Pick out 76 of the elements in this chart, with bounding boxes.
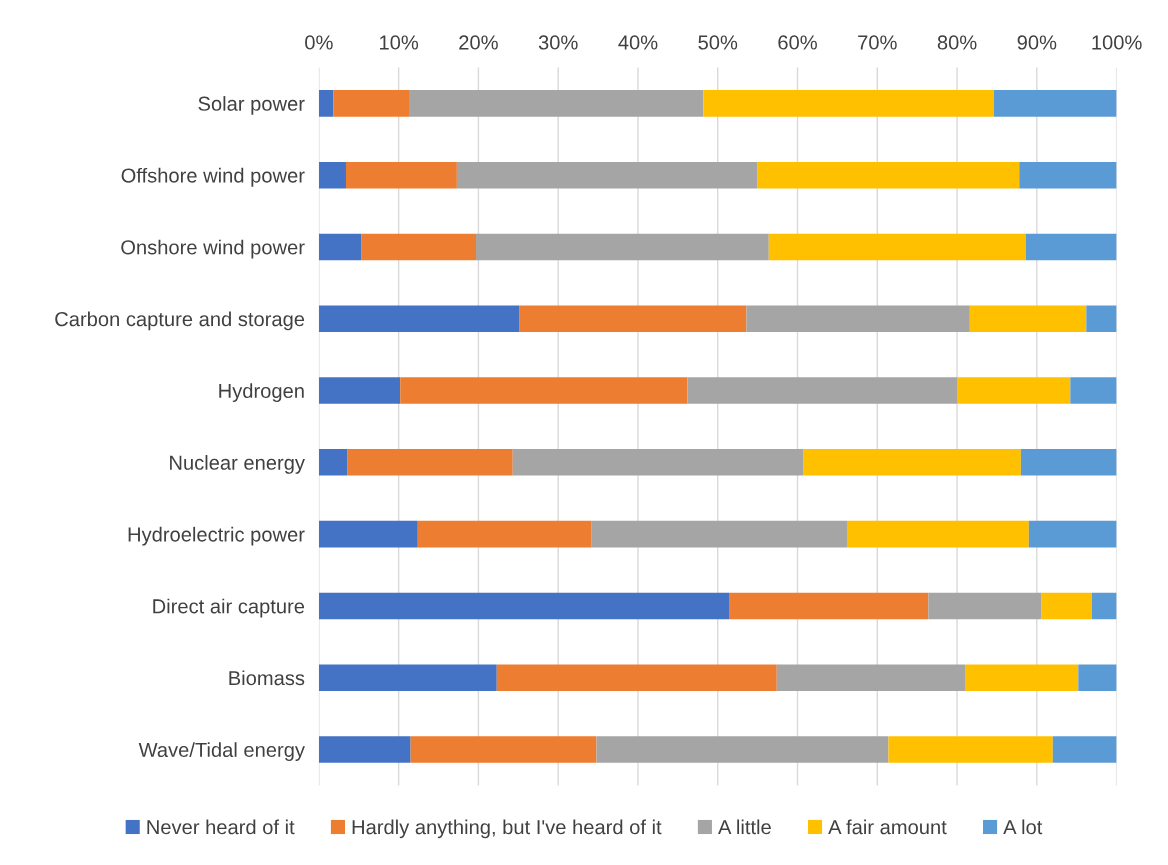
bar <box>803 449 1021 476</box>
bar <box>768 233 1026 261</box>
bar <box>318 664 497 692</box>
bar <box>729 592 929 620</box>
bar <box>928 592 1042 620</box>
bar <box>1025 233 1117 261</box>
x-tick-label: 60% <box>778 35 817 50</box>
bar <box>456 161 758 189</box>
x-tick-label: 20% <box>459 35 498 50</box>
bar <box>1020 449 1117 476</box>
y-tick-label: Hydroelectric power <box>128 526 305 546</box>
bar <box>318 377 401 404</box>
bar <box>345 161 457 189</box>
bar <box>687 377 958 404</box>
bar <box>409 90 704 117</box>
y-tick-label: Onshore wind power <box>121 239 305 259</box>
bar <box>318 520 418 548</box>
bar <box>496 664 777 692</box>
bar <box>846 520 1029 548</box>
bar <box>318 592 730 620</box>
bar <box>417 520 592 548</box>
y-tick-label: Carbon capture and storage <box>55 311 305 331</box>
bar <box>318 449 348 476</box>
bar <box>1086 305 1117 333</box>
bar <box>333 90 410 117</box>
y-tick-label: Offshore wind power <box>121 167 305 187</box>
bar <box>1028 520 1117 548</box>
legend-label: A fair amount <box>828 819 947 835</box>
bar <box>1091 592 1117 620</box>
bar <box>757 161 1020 189</box>
bar <box>318 736 411 763</box>
bar <box>410 736 597 763</box>
bar <box>969 305 1087 333</box>
x-tick-label: 50% <box>698 35 738 50</box>
x-tick-label: 100% <box>1092 35 1142 50</box>
bar <box>703 90 994 117</box>
legend-label: Never heard of it <box>147 819 295 835</box>
bar <box>965 664 1079 692</box>
y-tick-label: Biomass <box>229 670 305 686</box>
bar <box>746 305 970 333</box>
legend-label: A lot <box>1003 819 1043 835</box>
bar <box>361 233 477 261</box>
bar <box>1041 592 1092 620</box>
bar <box>512 449 804 476</box>
bar <box>318 233 362 261</box>
legend-label: A little <box>718 819 771 835</box>
x-tick-label: 80% <box>937 35 977 50</box>
bar <box>318 305 520 333</box>
x-tick-label: 90% <box>1017 35 1057 50</box>
bar <box>318 161 346 189</box>
bar <box>591 520 847 548</box>
bar <box>519 305 747 333</box>
bar <box>318 90 334 117</box>
x-tick-label: 0% <box>305 35 333 50</box>
bar <box>476 233 769 261</box>
bar <box>1070 377 1117 404</box>
x-tick-label: 10% <box>380 35 419 50</box>
y-tick-label: Direct air capture <box>153 598 305 618</box>
bar <box>1019 161 1117 189</box>
bar <box>1078 664 1117 692</box>
bar <box>776 664 966 692</box>
y-tick-label: Hydrogen <box>219 383 304 403</box>
bar <box>888 736 1053 763</box>
bar <box>1052 736 1117 763</box>
x-tick-label: 40% <box>618 35 658 50</box>
x-tick-label: 70% <box>858 35 897 50</box>
x-tick-label: 30% <box>538 35 578 50</box>
y-tick-label: Solar power <box>198 96 305 115</box>
bar <box>347 449 513 476</box>
y-tick-label: Nuclear energy <box>170 455 305 474</box>
bar <box>400 377 688 404</box>
bar <box>993 90 1117 117</box>
legend-label: Hardly anything, but I've heard of it <box>352 819 662 839</box>
bar <box>957 377 1071 404</box>
bar <box>596 736 889 763</box>
y-tick-label: Wave/Tidal energy <box>138 742 305 761</box>
